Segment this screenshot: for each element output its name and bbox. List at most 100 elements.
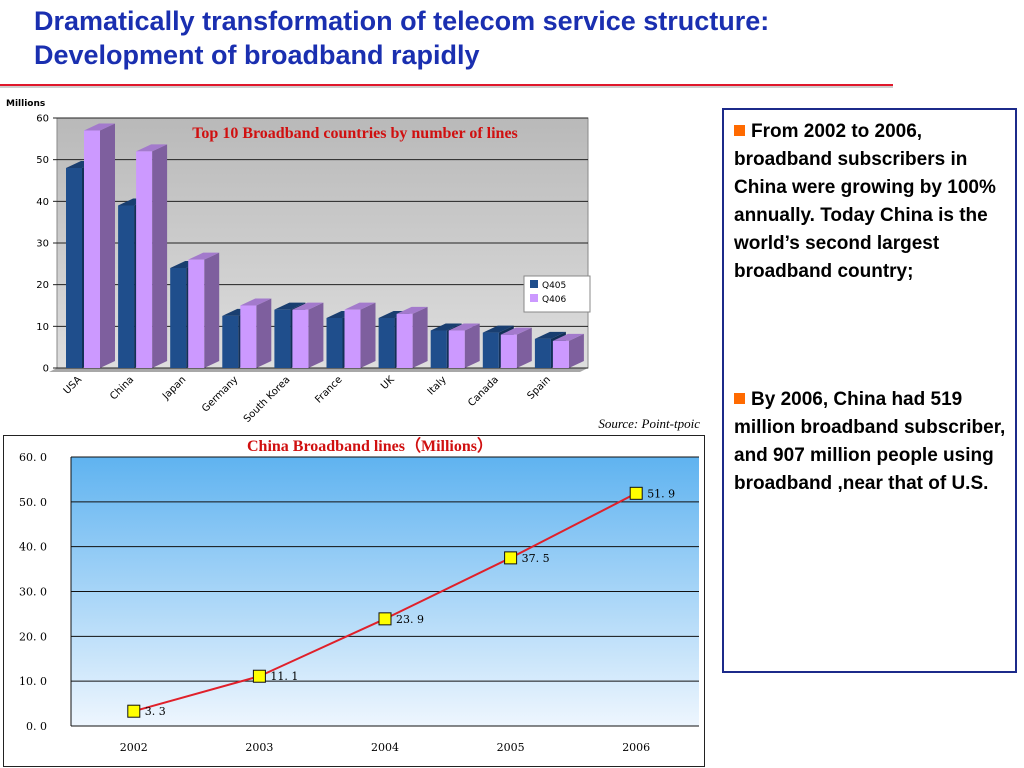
y-axis-label: Millions [6,99,45,109]
bar-top [188,252,220,260]
bar [448,330,465,368]
page-title-line-2: Development of broadband rapidly [34,40,480,70]
data-point-marker [378,612,392,626]
y-tick-label: 30. 0 [19,586,47,599]
data-label: 23. 9 [396,613,424,626]
data-label: 37. 5 [522,552,550,565]
x-tick-label: France [313,374,344,405]
x-tick-label: Germany [200,374,240,414]
page-title: Dramatically transformation of telecom s… [34,4,994,72]
y-tick-label: 50 [36,155,49,166]
bar [136,151,153,368]
bar-chart: 0 10 20 30 40 50 60 Millions USA China Japan German… [6,99,591,422]
bar-top [552,333,584,341]
bullet-subscribers-text: By 2006, China had 519 million broadband… [734,389,1006,494]
chart-floor [49,368,588,372]
bar [66,168,82,368]
bar [292,309,309,368]
bar [326,318,343,368]
x-tick-label: USA [62,374,85,397]
bar-side [360,302,376,368]
bar-top [344,302,376,310]
bar [396,313,413,368]
bar [534,338,551,368]
bar [84,130,100,368]
square-bullet-icon [734,393,745,404]
x-tick-label: 2002 [120,741,148,754]
line-chart-frame: 0. 0 10. 0 20. 0 30. 0 40. 0 50. 0 60. 0 3. 3 20… [3,435,705,767]
bar [378,318,395,368]
x-tick-label: South Korea [242,374,293,422]
y-tick-label: 20 [36,280,49,291]
data-label: 51. 9 [647,487,675,500]
bar [500,334,517,368]
bar-side [152,144,168,368]
bar-top [482,325,514,333]
x-tick-label: Italy [426,374,449,397]
y-tick-label: 0 [43,364,49,375]
x-tick-label: 2006 [622,741,650,754]
y-tick-label: 20. 0 [19,630,47,643]
bar-side [308,302,324,368]
data-point-marker [127,704,141,718]
bar-side [464,323,480,368]
y-tick-label: 40 [36,197,49,208]
y-tick-label: 10. 0 [19,675,47,688]
bar [118,205,135,368]
data-point-marker [629,486,643,500]
y-tick-label: 60. 0 [19,451,47,464]
summary-text-box: From 2002 to 2006, broadband subscribers… [722,108,1017,673]
bullet-growth-text: From 2002 to 2006, broadband subscribers… [734,121,996,282]
legend-swatch [530,280,538,288]
bar-top [396,306,428,314]
legend-swatch [530,294,538,302]
bar-top [500,327,532,335]
bar [344,309,361,368]
bar [240,305,257,368]
bar-side [100,123,115,368]
x-tick-label: UK [379,374,397,392]
bullet-growth: From 2002 to 2006, broadband subscribers… [734,118,1007,286]
y-tick-label: 50. 0 [19,496,47,509]
bar-top [292,302,324,310]
bar-side [204,252,220,368]
bar [274,309,291,368]
x-tick-label: Japan [160,374,188,402]
bar-side [256,298,272,368]
square-bullet-icon [734,125,745,136]
bar [552,340,569,368]
x-tick-label: China [108,374,136,402]
y-tick-label: 10 [36,322,49,333]
line-chart-title: China Broadband lines（Millions） [246,438,493,455]
bullet-subscribers: By 2006, China had 519 million broadband… [734,386,1007,498]
y-tick-label: 30 [36,239,49,250]
x-tick-label: Canada [466,374,501,409]
bar-top [136,144,168,152]
x-tick-label: 2005 [497,741,525,754]
data-point-marker [252,669,266,683]
line-chart: 0. 0 10. 0 20. 0 30. 0 40. 0 50. 0 60. 0 3. 3 20… [19,451,699,754]
bar-top [240,298,272,306]
bar-top [430,323,462,331]
x-tick-label: 2003 [245,741,273,754]
bar-top [448,323,480,331]
bar [188,259,205,368]
bar-chart-title: Top 10 Broadband countries by number of … [192,125,518,142]
bar-side [568,333,584,368]
bar-top [534,331,566,339]
y-tick-label: 60 [36,114,49,125]
bar-side [412,306,428,368]
bar-top [274,302,306,310]
data-label: 3. 3 [145,705,166,718]
x-tick-label: 2004 [371,741,399,754]
source-note: Source: Point-tpoic [598,416,700,431]
bar-side [516,327,532,368]
legend-label: Q406 [542,295,567,305]
bar [170,268,187,368]
data-point-marker [504,551,518,565]
y-tick-label: 40. 0 [19,541,47,554]
x-tick-label: Spain [525,374,553,402]
y-tick-label: 0. 0 [26,720,47,733]
bar [430,330,447,368]
legend-label: Q405 [542,281,566,291]
